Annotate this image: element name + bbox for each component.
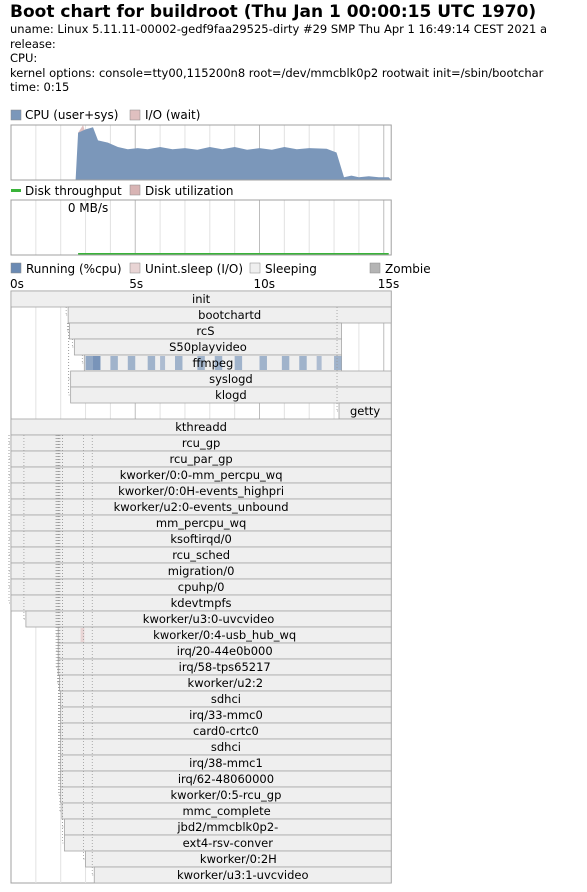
process-running-segment [127,356,136,370]
process-running-segment [299,356,307,370]
process-label: ext4-rsv-conver [183,836,274,850]
process-label: migration/0 [168,564,235,578]
legend-io-label: I/O (wait) [145,108,200,122]
process-label: kworker/u3:1-uvcvideo [177,868,309,882]
process-label: ffmpeg [193,356,234,370]
legend-throughput-swatch [11,189,21,192]
legend-uninterruptible-swatch [129,262,141,274]
release-line: release: [10,36,56,51]
process-label: rcS [196,324,214,338]
cpu-usage-area [11,127,392,180]
process-label: init [192,292,211,306]
process-label: kworker/0:5-rcu_gp [171,788,282,802]
process-label: kworker/0:2H [200,852,277,866]
process-running-segment [259,356,267,370]
time-tick-label: 10s [254,277,276,291]
legend-sleeping-swatch [249,262,261,274]
process-running-segment [281,356,290,370]
cpu-line: CPU: [10,51,38,65]
process-running-segment [334,356,342,370]
process-running-segment [214,356,223,370]
process-label: klogd [215,388,247,402]
process-label: kworker/u3:0-uvcvideo [143,612,275,626]
process-running-segment [197,356,205,370]
process-label: rcu_par_gp [169,452,232,466]
process-bar [93,866,392,884]
process-label: irq/20-44e0b000 [177,644,273,658]
time-tick-label: 15s [378,277,400,291]
process-label: irq/62-48060000 [178,772,274,786]
process-label: sdhci [211,692,241,706]
process-running-segment [147,356,156,370]
chart-title: Boot chart for buildroot (Thu Jan 1 00:0… [10,2,537,22]
process-label: getty [350,404,380,418]
process-label: kworker/u2:0-events_unbound [114,500,289,514]
process-running-segment [316,356,322,370]
process-running-segment [85,356,94,370]
process-label: rcu_sched [172,548,230,562]
legend-util-label: Disk utilization [145,184,234,198]
legend-zombie-swatch [369,262,381,274]
legend-throughput-label: Disk throughput [25,184,122,198]
process-label: irq/33-mmc0 [189,708,263,722]
legend-sleeping-label: Sleeping [265,262,317,276]
legend-running-label: Running (%cpu) [26,262,122,276]
legend-running-swatch [10,262,22,274]
process-running-segment [110,356,118,370]
disk-chart-bg [11,200,392,255]
legend-uninterruptible-label: Unint.sleep (I/O) [145,262,243,276]
process-io-segment [80,628,85,642]
process-running-segment [234,356,243,370]
process-bar [70,386,392,404]
process-running-segment [175,356,183,370]
process-label: sdhci [211,740,241,754]
time-tick-label: 5s [129,277,143,291]
disk-throughput-annotation: 0 MB/s [68,201,108,215]
time-tick-label: 0s [10,277,24,291]
process-label: rcu_gp [182,436,220,450]
process-label: card0-crtc0 [193,724,259,738]
legend-cpu-swatch [10,109,22,121]
process-label: cpuhp/0 [178,580,225,594]
process-label: irq/38-mmc1 [189,756,263,770]
process-label: mmc_complete [182,804,270,818]
process-label: kthreadd [175,420,227,434]
process-label: bootchartd [198,308,261,322]
uname-line: uname: Linux 5.11.11-00002-gedf9faa29525… [10,22,548,36]
process-label: mm_percpu_wq [156,516,246,530]
legend-io-swatch [129,109,141,121]
cpu-chart-frame [10,124,392,181]
chart-header: Boot chart for buildroot (Thu Jan 1 00:0… [10,2,587,95]
legend-util-swatch [129,184,141,196]
process-label: kworker/0:0-mm_percpu_wq [120,468,283,482]
process-label: jbd2/mmcblk0p2- [176,820,278,834]
process-label: syslogd [209,372,253,386]
process-label: ksoftirqd/0 [170,532,232,546]
legend-zombie-label: Zombie [385,262,431,276]
process-running-segment [160,356,166,370]
process-label: irq/58-tps65217 [179,660,271,674]
process-label: S50playvideo [169,340,247,354]
process-label: kdevtmpfs [171,596,232,610]
time-line: time: 0:15 [10,80,70,94]
legend-cpu-label: CPU (user+sys) [25,108,118,122]
process-running-segment [93,356,101,370]
process-label: kworker/0:4-usb_hub_wq [153,628,296,642]
process-label: kworker/0:0H-events_highpri [118,484,284,498]
disk-chart-frame [10,199,392,256]
process-label: kworker/u2:2 [188,676,264,690]
kernel-options-line: kernel options: console=tty00,115200n8 r… [10,65,544,80]
